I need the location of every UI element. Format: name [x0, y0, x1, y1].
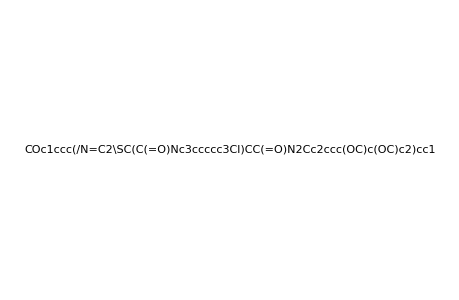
Text: COc1ccc(/N=C2\SC(C(=O)Nc3ccccc3Cl)CC(=O)N2Cc2ccc(OC)c(OC)c2)cc1: COc1ccc(/N=C2\SC(C(=O)Nc3ccccc3Cl)CC(=O)…: [24, 145, 435, 155]
